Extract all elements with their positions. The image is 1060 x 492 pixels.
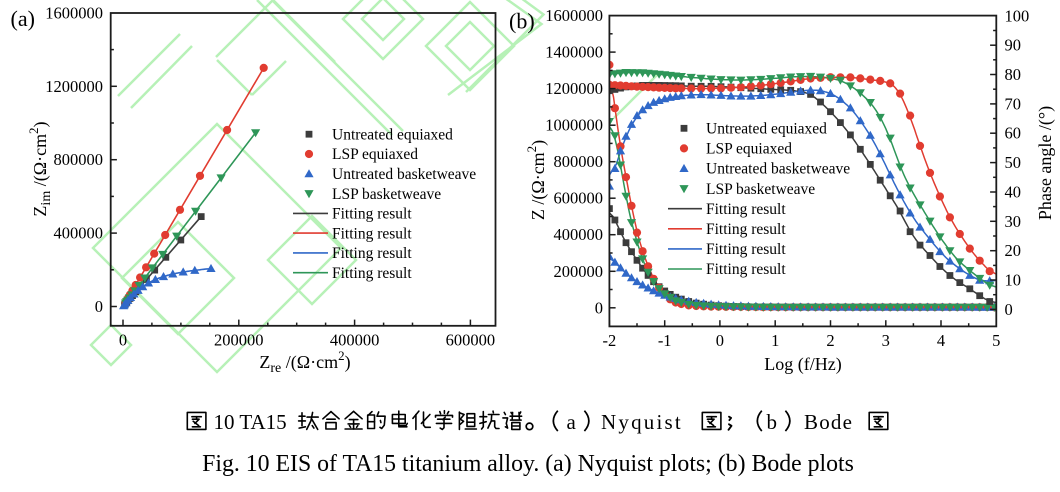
svg-text:Fitting result: Fitting result (706, 201, 786, 218)
svg-text:70: 70 (1005, 94, 1022, 113)
svg-text:1600000: 1600000 (45, 3, 103, 22)
svg-text:80: 80 (1005, 65, 1022, 84)
svg-text:600000: 600000 (446, 331, 496, 350)
svg-text:5: 5 (992, 331, 1000, 350)
svg-text:LSP basketweave: LSP basketweave (332, 186, 441, 203)
svg-text:Fitting result: Fitting result (332, 245, 412, 262)
svg-text:200000: 200000 (554, 262, 604, 281)
svg-text:1600000: 1600000 (545, 6, 603, 25)
svg-text:50: 50 (1005, 153, 1022, 172)
svg-text:Log (f/Hz): Log (f/Hz) (764, 354, 841, 375)
svg-text:Fitting result: Fitting result (332, 265, 412, 282)
svg-text:90: 90 (1005, 36, 1022, 55)
svg-text:60: 60 (1005, 124, 1022, 143)
svg-text:-2: -2 (603, 331, 617, 350)
svg-text:400000: 400000 (554, 225, 604, 244)
svg-text:a: a (567, 410, 577, 434)
svg-text:Fitting result: Fitting result (706, 261, 786, 278)
svg-text:800000: 800000 (54, 150, 104, 169)
svg-text:0: 0 (595, 298, 603, 317)
svg-text:3: 3 (882, 331, 890, 350)
svg-text:600000: 600000 (554, 189, 604, 208)
svg-text:Fitting result: Fitting result (706, 221, 786, 238)
svg-text:Fitting result: Fitting result (332, 225, 412, 242)
svg-text:Fitting result: Fitting result (706, 241, 786, 258)
svg-text:(b): (b) (509, 9, 535, 34)
svg-text:1200000: 1200000 (45, 77, 103, 96)
svg-text:LSP basketweave: LSP basketweave (706, 181, 815, 198)
svg-text:0: 0 (716, 331, 724, 350)
svg-text:(a): (a) (11, 6, 35, 31)
svg-text:0: 0 (1005, 300, 1013, 319)
svg-text:Nyquist: Nyquist (601, 410, 683, 434)
svg-text:Zim /(Ω·cm2): Zim /(Ω·cm2) (26, 121, 54, 216)
svg-text:Untreated equiaxed: Untreated equiaxed (332, 126, 453, 143)
svg-text:-1: -1 (658, 331, 672, 350)
svg-text:400000: 400000 (54, 224, 104, 243)
svg-text:10 TA15: 10 TA15 (214, 410, 287, 434)
svg-text:20: 20 (1005, 241, 1022, 260)
svg-text:Bode: Bode (804, 410, 853, 434)
svg-text:1200000: 1200000 (545, 79, 603, 98)
svg-text:400000: 400000 (330, 331, 380, 350)
svg-text:LSP equiaxed: LSP equiaxed (332, 146, 418, 163)
svg-text:b: b (767, 410, 778, 434)
svg-text:0: 0 (119, 331, 127, 350)
svg-text:30: 30 (1005, 212, 1022, 231)
svg-text:LSP equiaxed: LSP equiaxed (706, 141, 792, 158)
svg-text:Z /(Ω·cm2): Z /(Ω·cm2) (524, 140, 549, 220)
svg-text:40: 40 (1005, 183, 1022, 202)
svg-text:Untreated equiaxed: Untreated equiaxed (706, 121, 827, 138)
svg-text:1000000: 1000000 (545, 116, 603, 135)
svg-text:1: 1 (771, 331, 779, 350)
svg-text:2: 2 (826, 331, 834, 350)
svg-text:Untreated basketweave: Untreated basketweave (332, 166, 476, 183)
svg-text:Fig. 10 EIS of TA15 titanium a: Fig. 10 EIS of TA15 titanium alloy. (a) … (202, 451, 854, 477)
svg-text:100: 100 (1005, 6, 1030, 25)
svg-text:4: 4 (937, 331, 945, 350)
svg-text:1400000: 1400000 (545, 43, 603, 62)
svg-text:800000: 800000 (554, 152, 604, 171)
svg-text:Untreated basketweave: Untreated basketweave (706, 161, 850, 178)
svg-text:0: 0 (95, 297, 103, 316)
svg-text:Fitting result: Fitting result (332, 206, 412, 223)
svg-text:200000: 200000 (214, 331, 264, 350)
svg-text:Phase angle /(°): Phase angle /(°) (1035, 106, 1056, 220)
svg-text:10: 10 (1005, 271, 1022, 290)
